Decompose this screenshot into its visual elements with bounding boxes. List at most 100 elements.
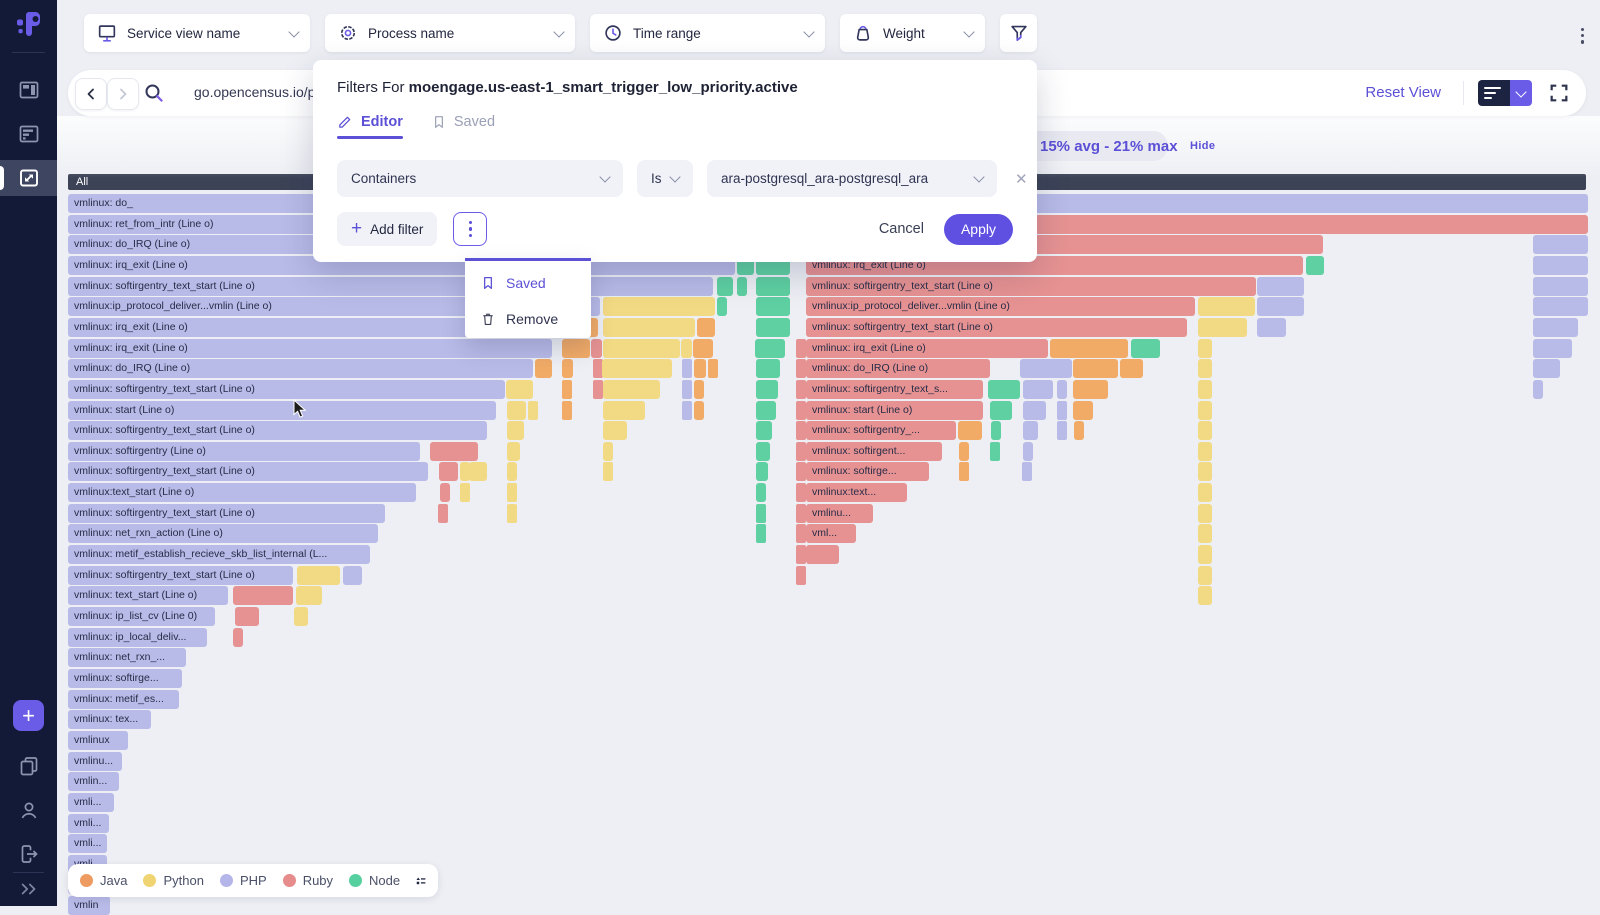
- flame-bar[interactable]: [1533, 235, 1588, 255]
- flame-bar[interactable]: [756, 359, 780, 379]
- cancel-button[interactable]: Cancel: [878, 221, 924, 237]
- forward-button[interactable]: [107, 78, 139, 110]
- flame-bar[interactable]: [717, 276, 733, 296]
- flame-bar[interactable]: [1073, 400, 1093, 420]
- tab-editor[interactable]: Editor: [337, 113, 403, 139]
- flame-bar[interactable]: [756, 317, 790, 337]
- flame-bar[interactable]: [562, 400, 572, 420]
- page-overflow-menu[interactable]: [1577, 24, 1588, 48]
- flame-bar[interactable]: [796, 503, 806, 523]
- flame-bar[interactable]: [796, 441, 806, 461]
- flame-bar[interactable]: vmlinux: softirgentry_text_start (Line o…: [68, 462, 428, 482]
- flame-bar[interactable]: vmlinu...: [68, 751, 122, 771]
- flame-bar[interactable]: vmlinux: start (Line o): [806, 400, 983, 420]
- flame-bar[interactable]: [1057, 400, 1067, 420]
- flame-bar[interactable]: [507, 462, 517, 482]
- flame-bar[interactable]: vmlinu...: [806, 503, 873, 523]
- menu-item-saved[interactable]: Saved: [465, 268, 591, 298]
- flame-bar[interactable]: [756, 483, 766, 503]
- flame-bar[interactable]: [796, 483, 806, 503]
- flame-bar[interactable]: [1050, 338, 1128, 358]
- flame-bar[interactable]: vmlinux: ip_local_deliv...: [68, 627, 207, 647]
- add-button[interactable]: +: [13, 700, 44, 731]
- flame-bar[interactable]: [1198, 297, 1255, 317]
- flame-bar[interactable]: vmlinux: irq_exit (Line o): [68, 338, 552, 358]
- flame-bar[interactable]: [460, 483, 470, 503]
- flame-bar[interactable]: vmlinux: metif_es...: [68, 689, 179, 709]
- flame-bar[interactable]: [694, 379, 704, 399]
- flame-bar[interactable]: [796, 545, 806, 565]
- flame-bar[interactable]: vmlinux: do_IRQ (Line o): [68, 359, 533, 379]
- flame-bar[interactable]: [507, 483, 517, 503]
- flame-bar[interactable]: [756, 524, 766, 544]
- flame-bar[interactable]: [959, 462, 969, 482]
- flame-bar[interactable]: [602, 359, 672, 379]
- flame-bar[interactable]: vml...: [806, 524, 856, 544]
- flame-bar[interactable]: [1198, 379, 1212, 399]
- flame-bar[interactable]: vmlinux: softirgentry_text_start (Line o…: [68, 379, 505, 399]
- legend-sort-icon[interactable]: [416, 873, 426, 889]
- flame-bar[interactable]: [430, 441, 478, 461]
- flame-bar[interactable]: [1198, 483, 1212, 503]
- sidebar-item-flamegraph[interactable]: [0, 160, 57, 196]
- service-view-dropdown[interactable]: Service view name: [84, 14, 310, 52]
- back-button[interactable]: [75, 78, 107, 110]
- flame-bar[interactable]: [806, 545, 839, 565]
- flame-bar[interactable]: [1257, 317, 1286, 337]
- flame-bar[interactable]: [1020, 359, 1072, 379]
- flame-bar[interactable]: [796, 524, 806, 544]
- fullscreen-icon[interactable]: [1548, 82, 1570, 104]
- view-mode-dropdown[interactable]: [1510, 80, 1532, 106]
- flame-bar[interactable]: vmlinux:text...: [806, 483, 907, 503]
- flame-bar[interactable]: vmlinux: net_rxn_action (Line o): [68, 524, 378, 544]
- flame-bar[interactable]: [1057, 379, 1067, 399]
- flame-bar[interactable]: [1533, 276, 1588, 296]
- flame-bar[interactable]: vmlinux: softirgent...: [806, 441, 942, 461]
- flame-bar[interactable]: [1198, 441, 1212, 461]
- flame-bar[interactable]: [1533, 297, 1588, 317]
- flame-bar[interactable]: [233, 586, 293, 606]
- reset-view-link[interactable]: Reset View: [1365, 84, 1441, 101]
- flame-bar[interactable]: vmlinux: irq_exit (Line o): [68, 317, 560, 337]
- flame-bar[interactable]: [756, 441, 770, 461]
- flame-bar[interactable]: [603, 421, 627, 441]
- flame-bar[interactable]: [528, 400, 538, 420]
- flame-bar[interactable]: [1023, 379, 1053, 399]
- flame-bar[interactable]: [1198, 545, 1212, 565]
- flame-bar[interactable]: [603, 441, 613, 461]
- flame-bar[interactable]: [1198, 586, 1212, 606]
- flame-bar[interactable]: [756, 503, 766, 523]
- sidebar-item-profile[interactable]: [0, 792, 57, 828]
- flame-bar[interactable]: [460, 462, 470, 482]
- flame-bar[interactable]: [294, 607, 308, 626]
- flame-bar[interactable]: [1023, 421, 1038, 441]
- flame-bar[interactable]: [438, 503, 448, 523]
- flame-bar[interactable]: [562, 379, 572, 399]
- flame-bar[interactable]: [1198, 317, 1247, 337]
- flame-bar[interactable]: vmlinux: softirge...: [68, 668, 182, 688]
- tab-saved[interactable]: Saved: [431, 113, 495, 139]
- flame-bar[interactable]: vmlinux: do_IRQ (Line o): [806, 359, 990, 379]
- filter-value-select[interactable]: ara-postgresql_ara-postgresql_ara: [707, 160, 997, 197]
- flame-bar[interactable]: [682, 359, 692, 379]
- flame-bar[interactable]: [1023, 441, 1033, 461]
- flame-bar[interactable]: [235, 607, 259, 626]
- flame-bar[interactable]: [990, 441, 1000, 461]
- flame-bar[interactable]: [1198, 421, 1212, 441]
- flame-bar[interactable]: [1306, 255, 1324, 275]
- flame-bar[interactable]: vmli...: [68, 813, 109, 833]
- flame-bar[interactable]: [603, 379, 660, 399]
- flame-bar[interactable]: [233, 627, 243, 647]
- flame-bar[interactable]: [682, 379, 692, 399]
- flame-bar[interactable]: [535, 359, 552, 379]
- flame-bar[interactable]: [796, 462, 806, 482]
- flame-bar[interactable]: [1057, 421, 1067, 441]
- flame-bar[interactable]: [694, 400, 704, 420]
- remove-filter-icon[interactable]: ✕: [1015, 170, 1028, 188]
- weight-dropdown[interactable]: Weight: [840, 14, 985, 52]
- flame-bar[interactable]: vmlinux: irq_exit (Line o): [806, 338, 1048, 358]
- legend-item-php[interactable]: PHP: [219, 873, 267, 888]
- hide-badge-link[interactable]: Hide: [1190, 140, 1216, 152]
- flame-bar[interactable]: [796, 565, 806, 585]
- flame-bar[interactable]: [756, 421, 772, 441]
